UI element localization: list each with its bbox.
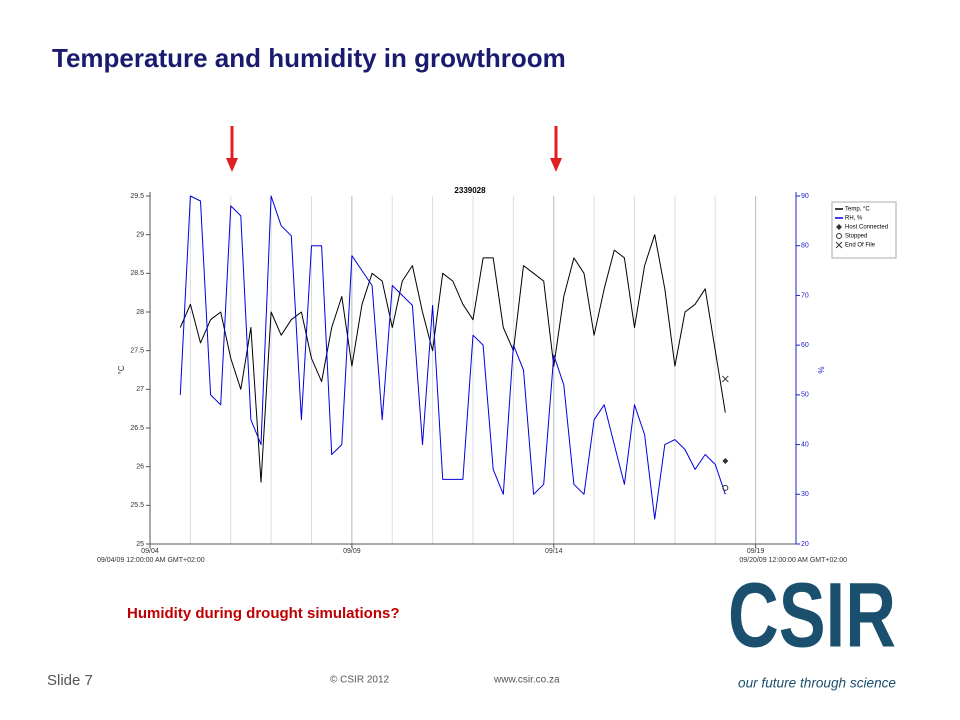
y-tick-label: 28: [136, 309, 144, 316]
y-tick-label: 26.5: [130, 425, 144, 432]
chart-title: 2339028: [454, 186, 486, 195]
y2-tick-label: 30: [801, 491, 809, 498]
x-tick-label: 09/09: [343, 548, 361, 555]
x-tick-label: 09/14: [545, 548, 563, 555]
event-marker: [722, 457, 729, 464]
y2-tick-label: 90: [801, 193, 809, 200]
y-tick-label: 27.5: [130, 348, 144, 355]
y2-tick-label: 40: [801, 441, 809, 448]
x-range-label: 09/04/09 12:00:00 AM GMT+02:00: [97, 557, 205, 564]
legend-label: Stopped: [845, 234, 867, 240]
y-axis-label: °C: [117, 365, 126, 374]
y-tick-label: 28.5: [130, 270, 144, 277]
y-tick-label: 29: [136, 232, 144, 239]
y2-tick-label: 20: [801, 541, 809, 548]
x-tick-label: 09/19: [747, 548, 765, 555]
y-tick-label: 25: [136, 541, 144, 548]
y2-tick-label: 60: [801, 342, 809, 349]
event-marker: [835, 241, 843, 249]
legend-label: End Of File: [845, 243, 876, 249]
event-marker: [721, 375, 729, 383]
x-range-label: 09/20/09 12:00:00 AM GMT+02:00: [739, 557, 847, 564]
event-marker: [836, 224, 842, 230]
arrow: [226, 126, 238, 172]
chart: 25 25.5 26 26.5 27 27.5 28 28.5 29 29.5 20 30 40 50 60…: [97, 186, 897, 564]
url: www.csir.co.za: [493, 675, 560, 686]
logo: CSIR: [728, 564, 896, 666]
y-tick-label: 27: [136, 386, 144, 393]
legend-label: Host Connected: [845, 225, 888, 231]
y-tick-label: 29.5: [130, 193, 144, 200]
series-line: [179, 234, 726, 483]
event-marker: [836, 233, 842, 239]
y2-tick-label: 50: [801, 392, 809, 399]
y2-axis-label: %: [817, 366, 826, 373]
question: Humidity during drought simulations?: [127, 605, 399, 622]
event-marker: [722, 484, 729, 491]
y2-tick-label: 80: [801, 243, 809, 250]
y-tick-label: 25.5: [130, 502, 144, 509]
arrow: [550, 126, 562, 172]
legend-label: Temp, °C: [845, 207, 870, 213]
copyright: © CSIR 2012: [330, 675, 390, 686]
legend-box: [831, 201, 897, 259]
y2-tick-label: 70: [801, 292, 809, 299]
slide-number: Slide 7: [47, 672, 93, 689]
legend-label: RH, %: [845, 216, 863, 222]
series-line: [179, 195, 726, 520]
logo-tagline: our future through science: [738, 675, 896, 691]
x-tick-label: 09/04: [141, 548, 159, 555]
y-tick-label: 26: [136, 464, 144, 471]
slide-title: Temperature and humidity in growthroom: [52, 43, 566, 73]
